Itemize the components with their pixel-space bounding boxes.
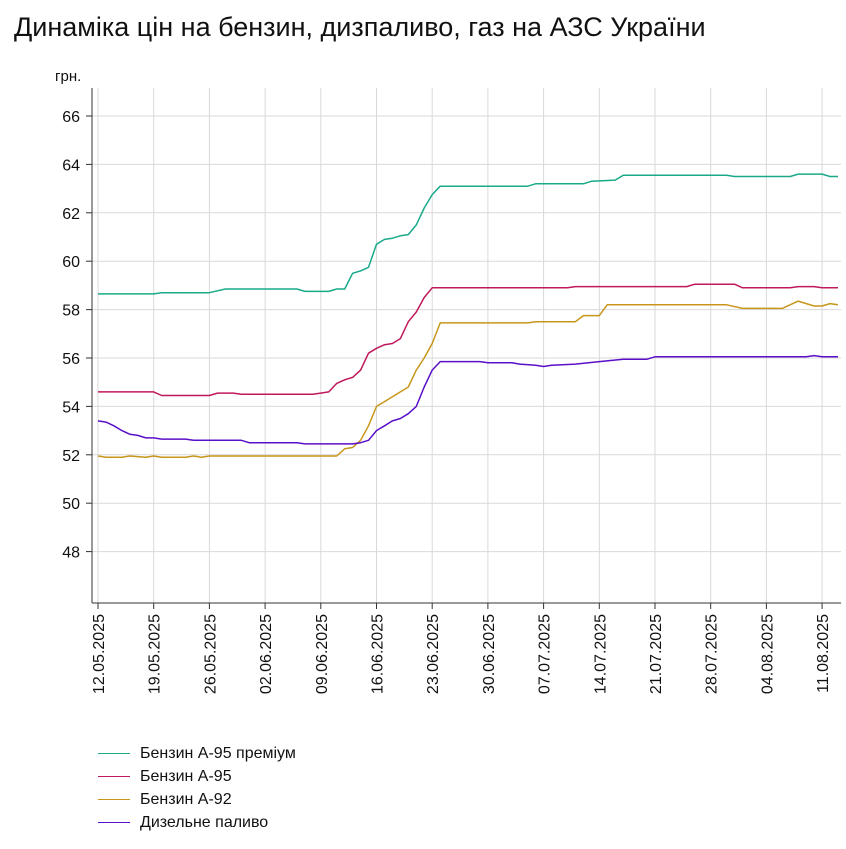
y-tick-label: 54 — [62, 399, 80, 416]
series-line-2 — [98, 283, 838, 397]
x-tick-label: 26.05.2025 — [202, 614, 219, 694]
x-tick-label: 21.07.2025 — [648, 614, 665, 694]
axes — [86, 88, 841, 609]
y-tick-label: 56 — [62, 351, 80, 368]
y-tick-label: 60 — [62, 254, 80, 271]
legend-swatch — [98, 799, 130, 800]
x-tick-label: 28.07.2025 — [704, 614, 721, 694]
legend-label: Бензин А-95 — [140, 767, 232, 785]
legend-label: Дизельне паливо — [140, 813, 269, 831]
legend-swatch — [98, 753, 130, 754]
series-line-4 — [97, 354, 838, 445]
x-tick-label: 04.08.2025 — [759, 614, 776, 694]
legend-label: Бензин А-95 преміум — [140, 744, 296, 762]
y-tick-label: 66 — [62, 109, 80, 126]
legend-item-4: Дизельне паливо — [98, 811, 296, 834]
series-line-3 — [97, 300, 839, 458]
y-tick-label: 58 — [62, 303, 80, 320]
y-tick-label: 48 — [62, 545, 80, 562]
tick-labels: 48 50 52 54 56 58 60 62 64 66 12.05.2025 19.05.2025… — [62, 109, 832, 694]
y-tick-label: 52 — [62, 448, 80, 465]
legend: Бензин А-95 преміум Бензин А-95 Бензин А-9… — [98, 742, 296, 834]
series-line-1 — [98, 173, 838, 295]
x-tick-label: 11.08.2025 — [815, 614, 832, 693]
x-tick-label: 09.06.2025 — [314, 614, 331, 694]
x-tick-label: 23.06.2025 — [425, 614, 442, 694]
legend-swatch — [98, 822, 130, 823]
x-tick-label: 12.05.2025 — [91, 614, 108, 694]
x-tick-label: 19.05.2025 — [147, 614, 164, 694]
x-tick-label: 14.07.2025 — [592, 614, 609, 694]
grid — [92, 88, 841, 603]
chart-title: Динаміка цін на бензин, дизпаливо, газ н… — [14, 12, 706, 42]
y-axis-label: грн. — [55, 68, 82, 85]
y-tick-label: 64 — [62, 157, 80, 174]
y-tick-label: 62 — [62, 206, 80, 223]
x-tick-label: 02.06.2025 — [258, 614, 275, 694]
x-tick-label: 30.06.2025 — [481, 614, 498, 694]
y-tick-label: 50 — [62, 496, 80, 513]
series-lines — [97, 173, 839, 458]
legend-item-3: Бензин А-92 — [98, 788, 296, 811]
line-chart: 48 50 52 54 56 58 60 62 64 66 12.05.2025 19.05.2025… — [62, 88, 841, 694]
legend-item-2: Бензин А-95 — [98, 765, 296, 788]
x-tick-label: 07.07.2025 — [537, 614, 554, 694]
x-tick-label: 16.06.2025 — [369, 614, 386, 694]
legend-item-1: Бензин А-95 преміум — [98, 742, 296, 765]
legend-label: Бензин А-92 — [140, 790, 232, 808]
legend-swatch — [98, 776, 130, 777]
